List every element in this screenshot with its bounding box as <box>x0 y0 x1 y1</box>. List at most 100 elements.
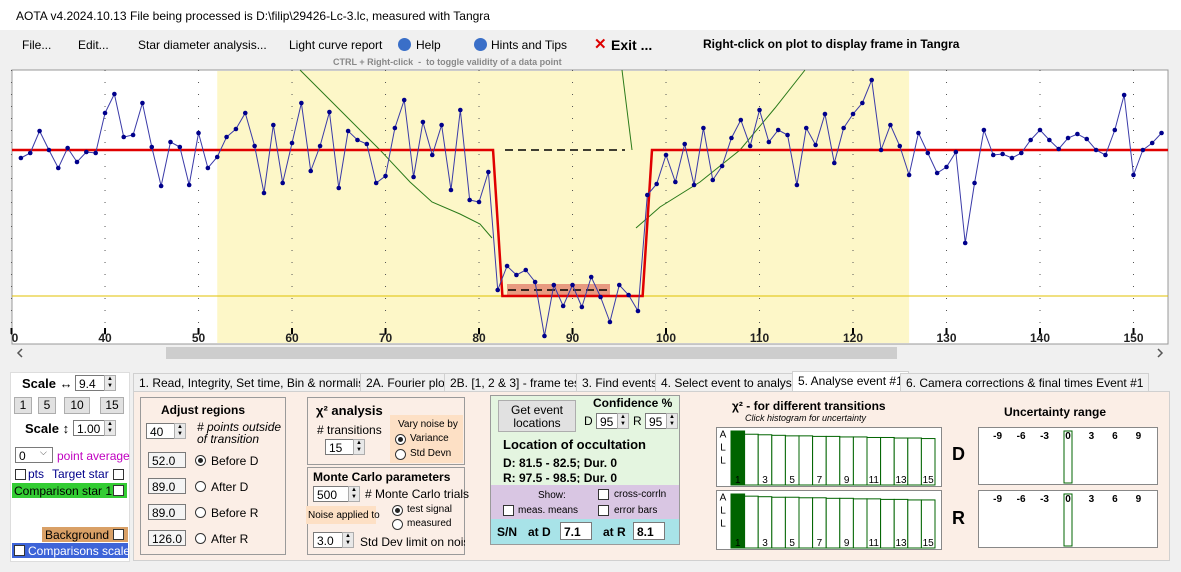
scroll-thumb[interactable] <box>166 347 897 359</box>
unc-tick-label: -9 <box>993 494 1002 505</box>
spinner[interactable]: ▲ ▼ <box>348 486 360 502</box>
data-point <box>654 181 659 187</box>
checkbox[interactable] <box>113 485 124 496</box>
region-input: 52.0 <box>148 452 186 468</box>
data-point <box>532 279 538 285</box>
data-point <box>607 319 613 325</box>
tab[interactable]: 3. Find events <box>576 373 664 391</box>
x-tick-label: 90 <box>566 331 580 345</box>
r-label: R <box>633 414 642 428</box>
sn-d-label: at D <box>528 525 551 539</box>
checkbox[interactable] <box>598 489 609 500</box>
data-point <box>710 177 716 183</box>
tab[interactable]: 2B. [1, 2 & 3] - frame test <box>444 373 590 391</box>
menu-item[interactable]: Hints and Tips <box>491 38 568 52</box>
data-point <box>944 164 949 170</box>
hist-bar <box>825 497 841 549</box>
scale-button[interactable]: 15 <box>100 397 124 414</box>
d-hist-label: D <box>952 444 965 464</box>
unc-tick-label: -3 <box>1040 494 1049 505</box>
spinner[interactable]: ▲ ▼ <box>174 423 186 439</box>
scale-button[interactable]: 1 <box>14 397 32 414</box>
data-point <box>65 145 70 151</box>
data-point <box>560 303 566 309</box>
data-point <box>1065 135 1071 141</box>
spinner[interactable]: ▲ ▼ <box>104 420 116 436</box>
adjust-regions-box <box>140 397 286 555</box>
spinner[interactable]: ▲ ▼ <box>342 532 354 548</box>
data-point <box>158 183 164 189</box>
unc-tick-label: 9 <box>1136 494 1142 505</box>
data-point <box>121 134 127 140</box>
monte-carlo-title: Monte Carlo parameters <box>313 470 451 484</box>
hist-bar <box>880 436 895 486</box>
data-point <box>149 144 155 150</box>
spinner[interactable]: ▲ ▼ <box>666 413 678 429</box>
hist-bar <box>798 435 814 486</box>
menu-item[interactable]: File... <box>22 38 52 52</box>
radio <box>395 434 406 445</box>
scale-button[interactable]: 10 <box>64 397 90 414</box>
spinner[interactable]: ▲ ▼ <box>104 375 116 391</box>
data-point <box>747 143 753 149</box>
checkbox[interactable] <box>15 469 26 480</box>
scroll-right[interactable] <box>1157 348 1164 358</box>
r-conf[interactable]: 95 <box>645 413 667 429</box>
d-uncertainty: -9 -6 -3 0 3 6 9 <box>978 427 1158 485</box>
spinner[interactable]: ▲ ▼ <box>353 439 365 455</box>
limit-input[interactable]: 3.0 <box>313 532 343 548</box>
data-point <box>261 190 267 196</box>
tab[interactable]: 5. Analyse event #1 <box>792 371 909 392</box>
exit-icon: ✕ <box>594 36 607 53</box>
data-point <box>570 282 575 288</box>
menu-item[interactable]: Light curve report <box>289 38 383 52</box>
hist-bar <box>907 437 922 486</box>
data-point <box>373 180 379 186</box>
points-label: # points outside of transition <box>197 420 282 446</box>
light-curve-plot[interactable]: 0 40 50 60 70 80 90 100 110 120 130 140 150 <box>0 0 1181 362</box>
scale-button[interactable]: 5 <box>38 397 56 414</box>
menu-item[interactable]: Exit ... <box>611 37 653 53</box>
scale-y-input[interactable]: 1.00 <box>73 420 105 436</box>
tab[interactable]: 6. Camera corrections & final times Even… <box>900 373 1150 391</box>
show-band <box>491 485 679 519</box>
x-tick-label: 150 <box>1123 331 1143 345</box>
checkbox[interactable] <box>14 545 25 556</box>
radio <box>195 481 206 492</box>
checkbox[interactable] <box>113 529 124 540</box>
data-point <box>448 187 454 193</box>
get-events-button[interactable]: Get event locations <box>498 400 576 432</box>
data-point <box>673 179 678 185</box>
scroll-left[interactable] <box>16 348 23 358</box>
average-select[interactable]: 0 <box>15 447 53 463</box>
data-point <box>280 180 285 186</box>
points-input[interactable]: 40 <box>146 423 176 439</box>
trials-label: # Monte Carlo trials <box>365 487 470 501</box>
trials-input[interactable]: 500 <box>313 486 349 502</box>
data-point <box>832 160 837 166</box>
menu-item[interactable]: Help <box>416 38 441 52</box>
comparison-label: Comparison star 1 <box>14 484 113 498</box>
r-location: R: 97.5 - 98.5; Dur. 0 <box>503 471 618 483</box>
menu-item[interactable]: Star diameter analysis... <box>138 38 267 52</box>
hist-axis-label: ALL <box>718 430 729 469</box>
checkbox[interactable] <box>503 505 514 516</box>
menu-item[interactable]: Edit... <box>78 38 109 52</box>
data-point <box>242 110 248 116</box>
checkbox[interactable] <box>598 505 609 516</box>
data-point <box>990 152 996 158</box>
d-conf[interactable]: 95 <box>596 413 618 429</box>
data-point <box>504 263 510 269</box>
tab[interactable]: 1. Read, Integrity, Set time, Bin & norm… <box>133 373 377 391</box>
transitions-input[interactable]: 15 <box>325 439 355 455</box>
checkbox[interactable] <box>113 469 124 480</box>
tab[interactable]: 4. Select event to analyse <box>655 373 805 391</box>
tab[interactable]: 2A. Fourier plot <box>360 373 455 391</box>
spinner[interactable]: ▲ ▼ <box>617 413 629 429</box>
region-label: After R <box>211 532 249 546</box>
scale-x-input[interactable]: 9.4 <box>75 375 105 391</box>
data-point <box>878 147 884 153</box>
data-point <box>841 125 846 131</box>
